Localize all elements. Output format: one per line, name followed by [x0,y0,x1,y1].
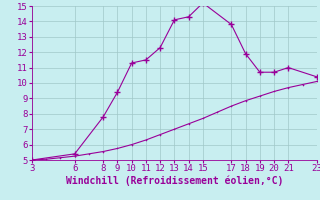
X-axis label: Windchill (Refroidissement éolien,°C): Windchill (Refroidissement éolien,°C) [66,176,283,186]
